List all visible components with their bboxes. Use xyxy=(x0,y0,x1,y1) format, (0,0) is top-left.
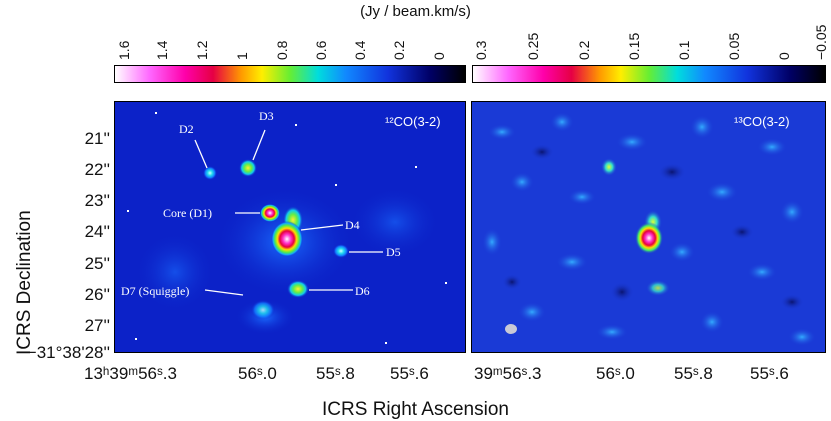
annotation-d3: D3 xyxy=(259,109,274,123)
cbar-right-tick: 0.25 xyxy=(525,32,541,60)
ra-tick: 55ˢ.6 xyxy=(750,364,789,383)
ra-tick: 55ˢ.8 xyxy=(674,364,713,383)
ra-tick: 39ᵐ56ˢ.3 xyxy=(474,364,542,383)
cbar-left-tick: 0.6 xyxy=(313,40,329,60)
cbar-right-tick: −0.05 xyxy=(813,24,829,60)
map-panel-12co: ¹²CO(3-2) D2 D3 Core (D1) D4 D5 D7 (Squi… xyxy=(114,101,466,353)
cbar-left-tick: 1.2 xyxy=(194,40,210,60)
ra-tick: 56ˢ.0 xyxy=(238,364,277,383)
dec-tick: 25'' xyxy=(84,254,110,273)
dec-tick: 27'' xyxy=(84,316,110,335)
annotation-d7-squiggle: D7 (Squiggle) xyxy=(121,284,190,298)
annotation-core-d1: Core (D1) xyxy=(163,206,212,220)
cbar-left-tick: 1.4 xyxy=(154,40,170,60)
annotation-d6: D6 xyxy=(355,284,370,298)
dec-tick: 26'' xyxy=(84,285,110,304)
ra-tick: 55ˢ.8 xyxy=(316,364,355,383)
cbar-left-tick: 0 xyxy=(431,52,447,60)
cbar-right-tick: 0.2 xyxy=(576,40,592,60)
ra-tick: 13ʰ39ᵐ56ˢ.3 xyxy=(84,364,177,383)
x-axis-title: ICRS Right Ascension xyxy=(322,399,509,420)
map-13co-image xyxy=(482,112,816,346)
cbar-right-tick: 0.1 xyxy=(676,40,692,60)
dec-tick: 24'' xyxy=(84,222,110,241)
map-12co-image xyxy=(127,112,447,344)
cbar-left-tick: 1.6 xyxy=(116,40,132,60)
dec-tick: 21'' xyxy=(84,129,110,148)
colorbar-13co xyxy=(472,65,826,83)
ra-tick: 55ˢ.6 xyxy=(390,364,429,383)
cbar-left-tick: 1 xyxy=(234,52,250,60)
annotation-d2: D2 xyxy=(179,122,194,136)
cbar-left-tick: 0.2 xyxy=(391,40,407,60)
dec-tick: −31°38'28'' xyxy=(26,343,110,362)
cbar-right-tick: 0.15 xyxy=(626,32,642,60)
map-panel-13co: ¹³CO(3-2) xyxy=(471,101,826,353)
dec-tick: 23'' xyxy=(84,191,110,210)
annotation-d4: D4 xyxy=(345,218,360,232)
y-axis-title: ICRS Declination xyxy=(14,210,35,355)
cbar-left-tick: 0.8 xyxy=(274,40,290,60)
colorbar-unit-label: (Jy / beam.km/s) xyxy=(360,3,471,20)
panel-label-12co: ¹²CO(3-2) xyxy=(385,114,441,129)
ra-tick: 56ˢ.0 xyxy=(596,364,635,383)
colorbar-12co xyxy=(114,65,466,83)
dec-tick: 22'' xyxy=(84,160,110,179)
annotation-d5: D5 xyxy=(386,245,401,259)
cbar-right-tick: 0.05 xyxy=(726,32,742,60)
cbar-right-tick: 0 xyxy=(776,52,792,60)
panel-label-13co: ¹³CO(3-2) xyxy=(734,114,790,129)
cbar-left-tick: 0.4 xyxy=(352,40,368,60)
cbar-right-tick: 0.3 xyxy=(473,40,489,60)
